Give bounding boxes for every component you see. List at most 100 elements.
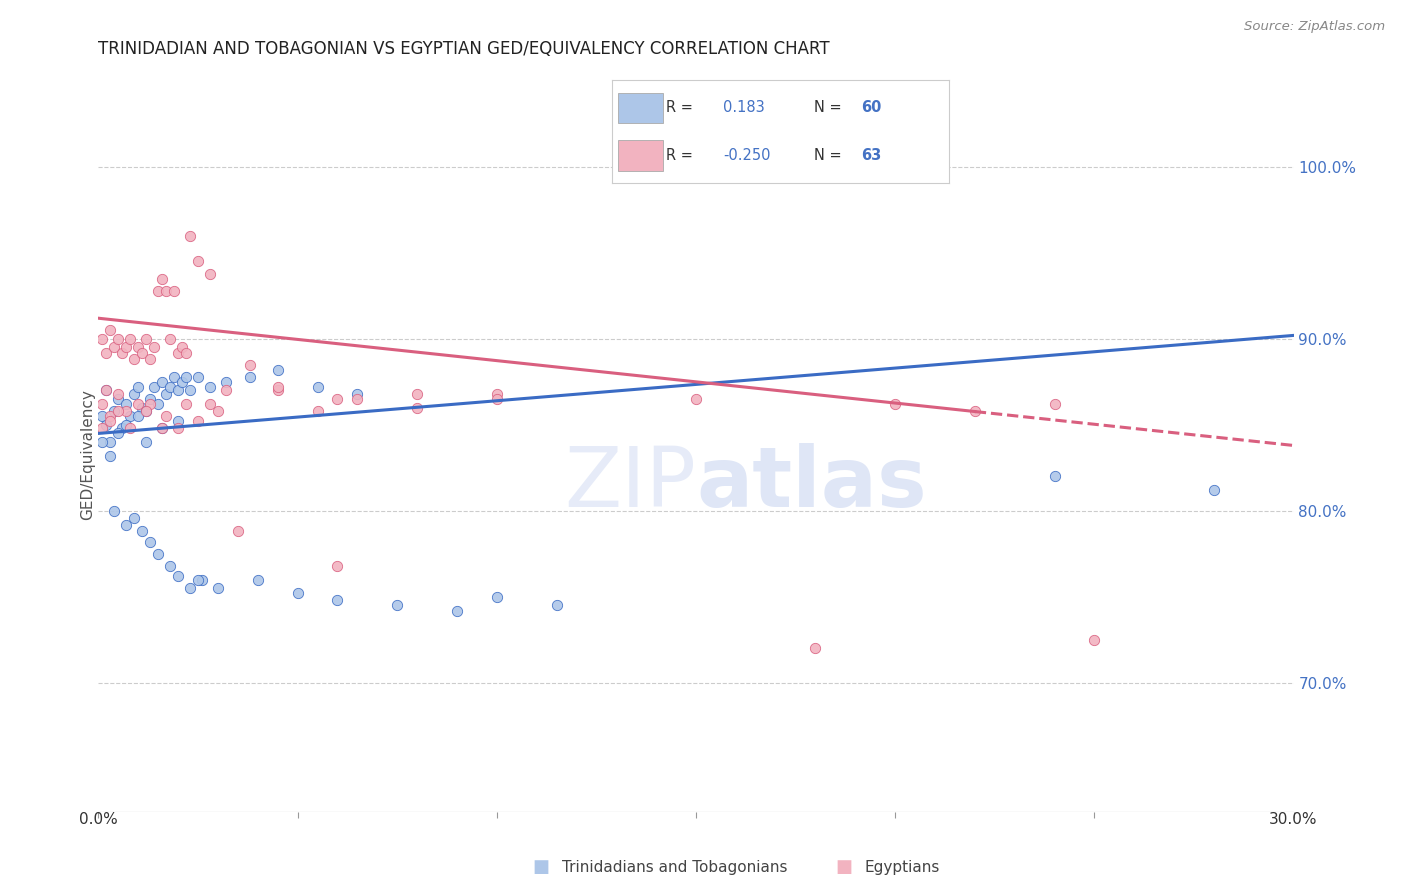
Point bbox=[326, 558, 349, 573]
Point bbox=[124, 387, 146, 401]
Point bbox=[131, 524, 153, 539]
Point bbox=[307, 404, 329, 418]
FancyBboxPatch shape bbox=[619, 93, 662, 123]
Point bbox=[167, 414, 190, 428]
Point bbox=[167, 384, 190, 398]
Point bbox=[127, 341, 149, 355]
Point bbox=[884, 397, 907, 411]
Point bbox=[174, 397, 197, 411]
Text: 0.183: 0.183 bbox=[723, 101, 765, 115]
Text: -0.250: -0.250 bbox=[723, 148, 770, 162]
Point bbox=[163, 284, 186, 298]
Text: N =: N = bbox=[814, 101, 842, 115]
Point bbox=[1083, 632, 1105, 647]
Point bbox=[124, 352, 146, 367]
Point bbox=[179, 581, 201, 595]
Point bbox=[485, 392, 508, 406]
Text: 30.0%: 30.0% bbox=[1270, 812, 1317, 827]
Text: 63: 63 bbox=[862, 148, 882, 162]
Point bbox=[96, 417, 118, 432]
Point bbox=[187, 254, 209, 268]
Text: Trinidadians and Tobagonians: Trinidadians and Tobagonians bbox=[562, 860, 787, 874]
Point bbox=[685, 392, 707, 406]
Point bbox=[287, 586, 309, 600]
Point bbox=[107, 392, 129, 406]
Text: Egyptians: Egyptians bbox=[865, 860, 941, 874]
Point bbox=[91, 435, 114, 450]
Point bbox=[198, 267, 221, 281]
Point bbox=[239, 358, 262, 372]
Point bbox=[91, 421, 114, 435]
Point bbox=[307, 380, 329, 394]
Point bbox=[267, 363, 290, 377]
Point bbox=[139, 392, 162, 406]
Point bbox=[91, 332, 114, 346]
Point bbox=[96, 384, 118, 398]
Point bbox=[135, 435, 157, 450]
Point bbox=[546, 599, 568, 613]
Text: TRINIDADIAN AND TOBAGONIAN VS EGYPTIAN GED/EQUIVALENCY CORRELATION CHART: TRINIDADIAN AND TOBAGONIAN VS EGYPTIAN G… bbox=[98, 40, 830, 58]
Text: 60: 60 bbox=[862, 101, 882, 115]
Point bbox=[207, 581, 229, 595]
Point bbox=[139, 397, 162, 411]
Point bbox=[135, 332, 157, 346]
FancyBboxPatch shape bbox=[619, 140, 662, 170]
Point bbox=[215, 375, 238, 389]
Point bbox=[107, 426, 129, 441]
Point bbox=[115, 404, 138, 418]
Point bbox=[148, 284, 170, 298]
Point bbox=[103, 404, 125, 418]
Point bbox=[100, 449, 122, 463]
Text: 0.0%: 0.0% bbox=[79, 812, 118, 827]
Point bbox=[191, 573, 214, 587]
Text: ZIP: ZIP bbox=[564, 443, 696, 524]
Point bbox=[100, 323, 122, 337]
Point bbox=[159, 332, 181, 346]
Point bbox=[267, 384, 290, 398]
Point bbox=[1043, 397, 1066, 411]
Point bbox=[127, 409, 149, 424]
Point bbox=[107, 404, 129, 418]
Point bbox=[115, 341, 138, 355]
Point bbox=[239, 369, 262, 384]
Point bbox=[346, 387, 368, 401]
Point bbox=[127, 380, 149, 394]
Point bbox=[139, 534, 162, 549]
Point bbox=[207, 404, 229, 418]
Point bbox=[100, 414, 122, 428]
Point bbox=[172, 375, 194, 389]
Point bbox=[155, 409, 177, 424]
Y-axis label: GED/Equivalency: GED/Equivalency bbox=[80, 390, 94, 520]
Point bbox=[115, 517, 138, 532]
Point bbox=[96, 384, 118, 398]
Point bbox=[159, 380, 181, 394]
Text: ■: ■ bbox=[835, 858, 852, 876]
Text: atlas: atlas bbox=[696, 443, 927, 524]
Point bbox=[326, 593, 349, 607]
Point bbox=[111, 421, 134, 435]
Point bbox=[179, 228, 201, 243]
Point bbox=[485, 590, 508, 604]
Point bbox=[103, 504, 125, 518]
Point bbox=[131, 401, 153, 415]
Point bbox=[174, 369, 197, 384]
Point bbox=[167, 569, 190, 583]
Point bbox=[135, 404, 157, 418]
Point bbox=[198, 397, 221, 411]
Point bbox=[96, 345, 118, 359]
Point bbox=[446, 603, 468, 617]
Point bbox=[115, 397, 138, 411]
Point bbox=[1043, 469, 1066, 483]
Point bbox=[111, 345, 134, 359]
Point bbox=[187, 414, 209, 428]
Point bbox=[143, 341, 166, 355]
Point bbox=[127, 397, 149, 411]
Text: ■: ■ bbox=[533, 858, 550, 876]
Point bbox=[120, 421, 142, 435]
Point bbox=[804, 641, 827, 656]
Point bbox=[346, 392, 368, 406]
Point bbox=[226, 524, 249, 539]
Point bbox=[100, 435, 122, 450]
Text: R =: R = bbox=[665, 101, 693, 115]
Point bbox=[406, 401, 429, 415]
